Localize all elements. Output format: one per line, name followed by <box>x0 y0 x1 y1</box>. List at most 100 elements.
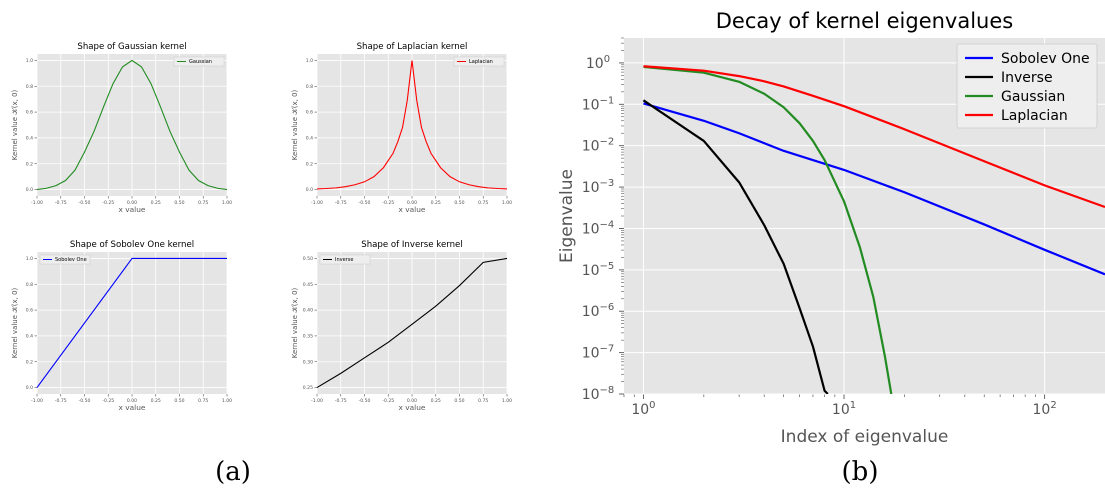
x-tick-label: -0.50 <box>359 398 371 404</box>
y-tick-label: 0.2 <box>26 161 33 167</box>
y-tick-label: 0.6 <box>306 110 313 116</box>
y-tick-label: 0.6 <box>26 110 33 116</box>
y-tick-label: 0.2 <box>26 359 33 365</box>
x-axis-label: x value <box>119 205 146 214</box>
legend-label: Gaussian <box>1001 89 1065 105</box>
legend-label: Gaussian <box>189 59 212 65</box>
y-axis-label: Eigenvalue <box>557 169 577 263</box>
x-tick-label: 1.00 <box>502 200 512 206</box>
x-tick-label: 0.75 <box>478 200 488 206</box>
legend-label: Inverse <box>1001 70 1053 86</box>
x-tick-label: 0.50 <box>454 200 464 206</box>
x-tick-label: 100 <box>631 400 655 418</box>
y-tick-label: 100 <box>586 54 610 72</box>
x-tick-label: -0.50 <box>359 200 371 206</box>
y-tick-label: 1.0 <box>26 256 33 262</box>
y-axis-label: Kernel value 𝒦(x, 0) <box>11 287 19 358</box>
x-tick-label: -0.25 <box>382 398 394 404</box>
x-tick-label: -1.00 <box>31 200 43 206</box>
x-axis-label: x value <box>399 403 426 412</box>
y-tick-label: 10−4 <box>582 219 615 237</box>
y-tick-label: 0.30 <box>303 359 313 365</box>
x-tick-label: 0.25 <box>431 398 441 404</box>
x-tick-label: 0.50 <box>454 398 464 404</box>
x-tick-label: -0.75 <box>55 398 67 404</box>
y-tick-label: 1.0 <box>306 58 313 64</box>
y-tick-label: 0.0 <box>306 187 313 193</box>
x-tick-label: 0.50 <box>174 398 184 404</box>
y-tick-label: 0.8 <box>26 84 33 90</box>
y-tick-label: 10−8 <box>582 385 615 403</box>
x-tick-label: -1.00 <box>311 398 323 404</box>
x-tick-label: -0.25 <box>102 398 114 404</box>
y-tick-label: 0.8 <box>306 84 313 90</box>
subplot-title: Shape of Laplacian kernel <box>357 42 468 52</box>
y-tick-label: 1.0 <box>26 58 33 64</box>
y-tick-label: 0.0 <box>26 187 33 193</box>
x-tick-label: 0.25 <box>431 200 441 206</box>
x-tick-label: 1.00 <box>502 398 512 404</box>
y-tick-label: 10−7 <box>582 344 615 362</box>
y-tick-label: 0.6 <box>26 308 33 314</box>
y-tick-label: 0.45 <box>303 282 313 288</box>
y-tick-label: 0.50 <box>303 256 313 262</box>
legend-label: Sobolev One <box>1001 51 1090 67</box>
x-tick-label: 0.50 <box>174 200 184 206</box>
x-tick-label: 101 <box>832 400 856 418</box>
y-tick-label: 10−3 <box>582 178 615 196</box>
x-tick-label: 1.00 <box>222 200 232 206</box>
x-tick-label: -0.50 <box>79 200 91 206</box>
x-tick-label: -0.75 <box>335 398 347 404</box>
panel-label-a: (a) <box>215 457 251 487</box>
x-tick-label: -0.25 <box>102 200 114 206</box>
y-tick-label: 10−2 <box>582 137 615 155</box>
x-tick-label: -0.25 <box>382 200 394 206</box>
legend: Sobolev One Inverse Gaussian Laplacian <box>957 44 1097 128</box>
y-tick-label: 10−1 <box>582 95 615 113</box>
x-tick-label: 102 <box>1033 400 1057 418</box>
x-axis-label: Index of eigenvalue <box>781 427 949 447</box>
subplot-eigenvalues: 100 101 102 10−8 10−7 10−6 10−5 10−4 10−3 10−2 10−… <box>557 9 1105 447</box>
y-tick-label: 0.25 <box>303 385 313 391</box>
x-axis-label: x value <box>119 403 146 412</box>
legend-label: Inverse <box>335 257 353 263</box>
x-tick-label: 0.75 <box>198 398 208 404</box>
x-tick-label: -1.00 <box>31 398 43 404</box>
y-tick-label: 0.4 <box>26 334 33 340</box>
x-tick-label: 0.25 <box>151 200 161 206</box>
subplot-title: Shape of Inverse kernel <box>361 240 463 250</box>
x-tick-label: 0.75 <box>198 200 208 206</box>
y-tick-label: 10−5 <box>582 261 615 279</box>
chart-title: Decay of kernel eigenvalues <box>716 9 1013 33</box>
legend-label: Laplacian <box>469 59 493 65</box>
legend-label: Laplacian <box>1001 108 1068 124</box>
y-axis-label: Kernel value 𝒦(x, 0) <box>291 287 299 358</box>
x-tick-label: -0.75 <box>335 200 347 206</box>
x-tick-label: 0.75 <box>478 398 488 404</box>
x-axis-label: x value <box>399 205 426 214</box>
legend: Gaussian <box>174 57 224 66</box>
y-tick-label: 0.35 <box>303 334 313 340</box>
panel-label-b: (b) <box>842 457 879 487</box>
y-tick-label: 0.4 <box>26 136 33 142</box>
legend: Sobolev One <box>40 255 90 264</box>
y-axis-label: Kernel value 𝒦(x, 0) <box>11 89 19 160</box>
subplot-1: -1.00 -0.75 -0.50 -0.25 0.00 0.25 0.50 0.75 1.00… <box>291 42 512 214</box>
subplot-2: -1.00 -0.75 -0.50 -0.25 0.00 0.25 0.50 0.75 1.00… <box>11 240 232 412</box>
subplot-3: -1.00 -0.75 -0.50 -0.25 0.00 0.25 0.50 0.75 1.00… <box>291 240 512 412</box>
subplot-title: Shape of Gaussian kernel <box>77 42 186 52</box>
y-tick-label: 0.40 <box>303 308 313 314</box>
legend: Laplacian <box>454 57 504 66</box>
y-tick-label: 0.4 <box>306 136 313 142</box>
y-axis-label: Kernel value 𝒦(x, 0) <box>291 89 299 160</box>
y-tick-label: 0.0 <box>26 385 33 391</box>
x-tick-label: -0.75 <box>55 200 67 206</box>
x-tick-label: -1.00 <box>311 200 323 206</box>
y-tick-label: 0.2 <box>306 161 313 167</box>
subplot-title: Shape of Sobolev One kernel <box>70 240 194 250</box>
subplot-0: -1.00 -0.75 -0.50 -0.25 0.00 0.25 0.50 0.75 1.00… <box>11 42 232 214</box>
y-tick-label: 0.8 <box>26 282 33 288</box>
x-tick-label: 1.00 <box>222 398 232 404</box>
x-tick-label: 0.25 <box>151 398 161 404</box>
